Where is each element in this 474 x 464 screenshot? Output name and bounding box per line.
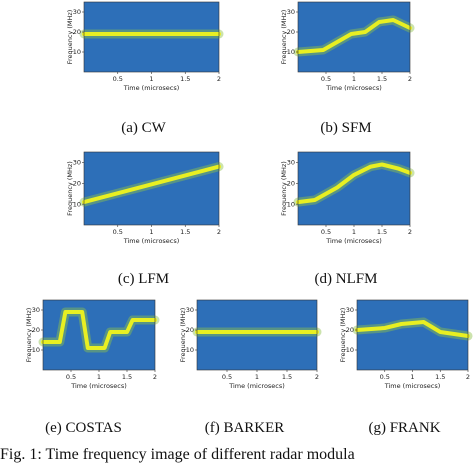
y-tick-label: 20: [287, 28, 295, 36]
plot-background: [84, 2, 219, 72]
plot-background: [84, 152, 219, 225]
y-axis-label: Frequency (MHz): [66, 10, 74, 65]
x-tick-label: 0.5: [321, 228, 331, 236]
caption-sfm: (b) SFM: [320, 120, 372, 136]
caption-cw: (a) CW: [121, 120, 166, 136]
spectrogram-svg: 0.5 1 1.5 2 10 20 30 Time (microsecs) Frequency …: [66, 151, 224, 245]
x-tick-label: 2: [408, 228, 412, 236]
panel-barker: 0.5 1 1.5 2 10 20 30 Time (microsecs) Frequency …: [179, 298, 322, 390]
panel-frank: 0.5 1 1.5 2 10 20 30 Time (microsecs) Frequency …: [339, 298, 473, 390]
caption-costas: (e) COSTAS: [45, 420, 122, 436]
x-axis-label: Time (microsecs): [123, 237, 180, 245]
spectrogram-svg: 0.5 1 1.5 2 10 20 30 Time (microsecs) Frequency …: [339, 299, 473, 390]
y-tick-label: 20: [186, 326, 194, 334]
y-tick-label: 30: [287, 8, 295, 16]
x-tick-label: 0.5: [380, 373, 390, 381]
panel-costas: 0.5 1 1.5 2 10 20 30 Time (microsecs) Frequency …: [25, 298, 160, 390]
x-tick-label: 0.5: [113, 75, 123, 83]
x-tick-label: 2: [315, 373, 319, 381]
caption-barker: (f) BARKER: [204, 420, 285, 436]
x-axis-label: Time (microsecs): [228, 382, 285, 390]
y-tick-label: 10: [73, 48, 81, 56]
x-axis-label: Time (microsecs): [325, 84, 382, 92]
x-tick-label: 2: [408, 75, 412, 83]
y-tick-label: 20: [73, 179, 81, 187]
spectrogram-svg: 0.5 1 1.5 2 10 20 30 Time (microsecs) Frequency …: [25, 299, 160, 390]
y-tick-label: 30: [287, 159, 295, 167]
x-tick-label: 1.5: [435, 373, 445, 381]
y-axis-label: Frequency (MHz): [339, 308, 347, 363]
caption-frank: (g) FRANK: [368, 420, 441, 436]
y-axis-label: Frequency (MHz): [25, 308, 33, 363]
plot-background: [197, 300, 317, 370]
x-axis-label: Time (microsecs): [384, 382, 441, 390]
x-tick-label: 1.5: [282, 373, 292, 381]
ridge-line: [41, 310, 157, 350]
y-tick-label: 30: [73, 159, 81, 167]
figure-caption: Fig. 1: Time frequency image of differen…: [0, 446, 355, 463]
panel-lfm: 0.5 1 1.5 2 10 20 30 Time (microsecs) Frequency …: [66, 150, 224, 245]
x-tick-label: 1: [255, 373, 259, 381]
x-tick-label: 1: [410, 373, 414, 381]
plot-background: [298, 152, 410, 225]
y-tick-label: 10: [346, 346, 354, 354]
y-tick-label: 30: [346, 306, 354, 314]
x-tick-label: 0.5: [222, 373, 232, 381]
y-axis-label: Frequency (MHz): [66, 161, 74, 216]
spectrogram-svg: 0.5 1 1.5 2 10 20 30 Time (microsecs) Frequency …: [66, 1, 224, 92]
ridge-line: [296, 162, 412, 205]
x-tick-label: 1.5: [180, 228, 190, 236]
caption-nlfm: (d) NLFM: [314, 271, 378, 287]
x-tick-label: 2: [153, 373, 157, 381]
spectrogram-svg: 0.5 1 1.5 2 10 20 30 Time (microsecs) Frequency …: [280, 1, 415, 92]
x-tick-label: 1: [149, 228, 153, 236]
x-tick-label: 2: [466, 373, 470, 381]
y-tick-label: 20: [32, 326, 40, 334]
y-tick-label: 10: [287, 48, 295, 56]
x-tick-label: 0.5: [321, 75, 331, 83]
x-axis-label: Time (microsecs): [123, 84, 180, 92]
y-axis-label: Frequency (MHz): [179, 308, 187, 363]
y-tick-label: 30: [73, 8, 81, 16]
y-tick-label: 10: [186, 346, 194, 354]
panel-cw: 0.5 1 1.5 2 10 20 30 Time (microsecs) Frequency …: [66, 0, 224, 92]
y-axis-label: Frequency (MHz): [280, 161, 288, 216]
x-tick-label: 1: [97, 373, 101, 381]
x-tick-label: 1.5: [377, 75, 387, 83]
ridge-line: [82, 164, 221, 205]
panel-sfm: 0.5 1 1.5 2 10 20 30 Time (microsecs) Frequency …: [280, 0, 415, 92]
plot-background: [298, 2, 410, 72]
x-tick-label: 1: [352, 75, 356, 83]
y-tick-label: 20: [346, 326, 354, 334]
y-tick-label: 20: [73, 28, 81, 36]
x-tick-label: 0.5: [66, 373, 76, 381]
y-tick-label: 10: [32, 346, 40, 354]
x-tick-label: 2: [217, 228, 221, 236]
x-tick-label: 0.5: [113, 228, 123, 236]
y-tick-label: 10: [287, 200, 295, 208]
x-tick-label: 2: [217, 75, 221, 83]
x-tick-label: 1.5: [377, 228, 387, 236]
x-tick-label: 1.5: [180, 75, 190, 83]
x-tick-label: 1.5: [122, 373, 132, 381]
ridge-line: [355, 320, 470, 338]
y-tick-label: 10: [73, 200, 81, 208]
panel-nlfm: 0.5 1 1.5 2 10 20 30 Time (microsecs) Frequency …: [280, 150, 415, 245]
y-tick-label: 30: [186, 306, 194, 314]
x-axis-label: Time (microsecs): [325, 237, 382, 245]
y-tick-label: 20: [287, 179, 295, 187]
ridge-line: [296, 18, 412, 54]
x-tick-label: 1: [352, 228, 356, 236]
x-tick-label: 1: [149, 75, 153, 83]
caption-lfm: (c) LFM: [117, 271, 170, 287]
x-axis-label: Time (microsecs): [70, 382, 127, 390]
spectrogram-svg: 0.5 1 1.5 2 10 20 30 Time (microsecs) Frequency …: [280, 151, 415, 245]
y-tick-label: 30: [32, 306, 40, 314]
spectrogram-svg: 0.5 1 1.5 2 10 20 30 Time (microsecs) Frequency …: [179, 299, 322, 390]
y-axis-label: Frequency (MHz): [280, 10, 288, 65]
